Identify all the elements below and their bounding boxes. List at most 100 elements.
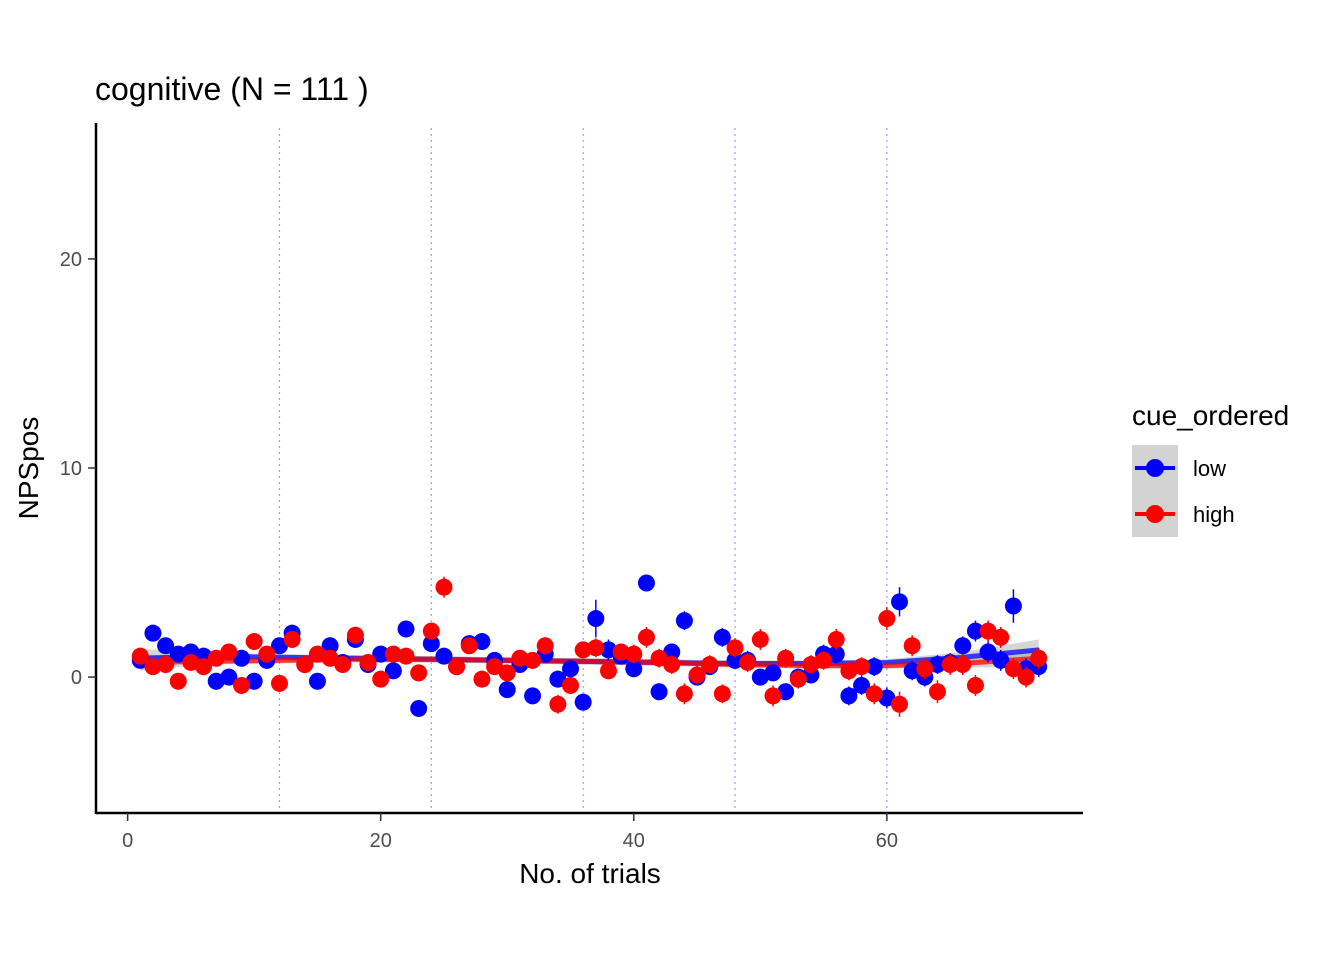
data-point-high: [1004, 658, 1022, 680]
point-marker-high: [220, 643, 238, 661]
point-marker-high: [486, 658, 504, 676]
data-point-high: [144, 658, 162, 676]
data-point-low: [764, 664, 782, 682]
point-marker-high: [789, 670, 807, 688]
data-point-high: [688, 665, 706, 685]
point-marker-high: [764, 687, 782, 705]
point-marker-high: [891, 695, 909, 713]
legend-title: cue_ordered: [1132, 400, 1289, 431]
data-point-high: [625, 644, 643, 664]
point-marker-high: [916, 660, 934, 678]
x-tick-label: 60: [876, 830, 898, 852]
point-marker-low: [891, 593, 909, 611]
chart-title: cognitive (N = 111 ): [95, 71, 369, 107]
point-marker-high: [131, 647, 149, 665]
y-tick-label: 0: [71, 667, 82, 689]
point-marker-high: [549, 695, 567, 713]
data-point-low: [599, 639, 617, 661]
point-marker-high: [1030, 649, 1048, 667]
x-tick-label: 20: [370, 830, 392, 852]
data-point-low: [233, 649, 251, 667]
point-marker-high: [460, 637, 478, 655]
point-marker-high: [853, 658, 871, 676]
data-point-high: [536, 637, 554, 655]
data-point-high: [220, 643, 238, 661]
point-marker-low: [865, 658, 883, 676]
data-point-low: [574, 693, 592, 711]
data-point-high: [549, 694, 567, 714]
data-point-low: [891, 587, 909, 617]
data-point-low: [637, 574, 655, 592]
data-point-low: [410, 699, 428, 717]
data-point-low: [903, 661, 921, 681]
point-marker-low: [233, 649, 251, 667]
data-point-high: [777, 648, 795, 668]
data-point-low: [650, 683, 668, 701]
data-point-high: [891, 691, 909, 717]
point-marker-high: [701, 656, 719, 674]
data-point-low: [954, 636, 972, 656]
data-point-high: [675, 683, 693, 705]
data-point-low: [498, 681, 516, 699]
point-marker-low: [853, 676, 871, 694]
point-marker-high: [536, 637, 554, 655]
point-marker-high: [157, 656, 175, 674]
x-ticks: 0 20 40 60: [122, 813, 898, 852]
point-marker-high: [397, 647, 415, 665]
point-marker-low: [713, 628, 731, 646]
point-marker-high: [334, 656, 352, 674]
x-tick-label: 40: [623, 830, 645, 852]
point-marker-high: [359, 653, 377, 671]
data-point-high: [916, 658, 934, 680]
point-marker-high: [713, 685, 731, 703]
point-marker-low: [992, 651, 1010, 669]
data-point-low: [840, 686, 858, 706]
point-marker-high: [928, 683, 946, 701]
point-marker-low: [524, 687, 542, 705]
x-tick-label: 0: [122, 830, 133, 852]
x-axis-title: No. of trials: [519, 858, 661, 889]
point-marker-high: [283, 630, 301, 648]
point-marker-high: [587, 639, 605, 657]
data-point-high: [372, 670, 390, 688]
point-marker-high: [726, 639, 744, 657]
point-marker-high: [903, 637, 921, 655]
data-point-high: [346, 626, 364, 644]
data-point-high: [283, 630, 301, 648]
point-marker-low: [979, 643, 997, 661]
data-point-high: [650, 648, 668, 668]
data-point-high: [663, 655, 681, 674]
data-point-high: [865, 683, 883, 705]
data-point-high: [384, 645, 402, 663]
data-point-low: [549, 670, 567, 688]
point-marker-low: [1004, 597, 1022, 615]
data-point-high: [562, 676, 580, 694]
point-marker-high: [625, 645, 643, 663]
vertical-reference-lines: [278, 128, 888, 813]
point-marker-high: [675, 685, 693, 703]
data-point-low: [853, 676, 871, 695]
y-axis-title: NPSpos: [13, 417, 44, 520]
data-point-high: [296, 656, 314, 674]
plot-panel: [131, 128, 1048, 813]
point-marker-low: [422, 635, 440, 653]
data-point-low: [397, 620, 415, 638]
point-marker-low: [397, 620, 415, 638]
point-marker-low: [726, 651, 744, 669]
point-marker-high: [663, 656, 681, 674]
data-point-high: [751, 629, 769, 650]
data-point-low: [1004, 589, 1022, 623]
point-marker-high: [372, 670, 390, 688]
point-marker-high: [966, 676, 984, 694]
point-marker-high: [410, 664, 428, 682]
point-marker-high: [979, 622, 997, 640]
point-marker-high: [435, 578, 453, 596]
point-marker-high: [815, 651, 833, 669]
data-point-high: [422, 622, 440, 640]
point-marker-high: [574, 641, 592, 659]
data-point-high: [460, 637, 478, 655]
point-marker-low: [625, 660, 643, 678]
point-marker-high: [233, 676, 251, 694]
data-point-high: [827, 629, 845, 650]
